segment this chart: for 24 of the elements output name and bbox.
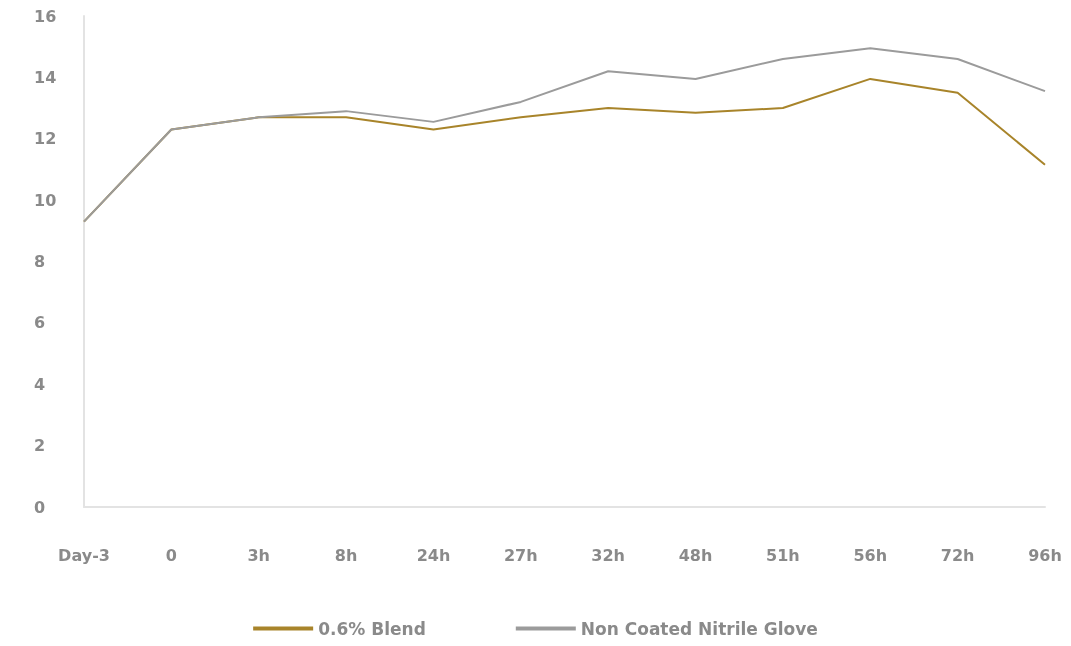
legend-label: 0.6% Blend <box>318 618 426 639</box>
x-tick-label: 51h <box>766 545 800 565</box>
y-tick-label: 2 <box>34 436 46 456</box>
x-tick-label: 3h <box>247 545 270 565</box>
y-tick-label: 12 <box>34 129 57 149</box>
x-tick-label: 8h <box>334 545 358 565</box>
y-tick-label: 8 <box>34 252 46 271</box>
x-tick-label: 96h <box>1028 545 1062 565</box>
x-tick-label: 72h <box>940 545 975 565</box>
y-tick-label: 14 <box>34 67 57 87</box>
x-tick-label: 56h <box>853 545 888 565</box>
y-tick-label: 0 <box>34 497 46 517</box>
x-tick-label: Day-3 <box>58 545 110 565</box>
x-tick-label: 0 <box>165 545 177 565</box>
y-tick-label: 16 <box>34 6 57 26</box>
x-tick-label: 27h <box>503 545 538 565</box>
y-tick-label: 6 <box>34 313 46 333</box>
x-tick-label: 48h <box>678 545 713 565</box>
legend-label: Non Coated Nitrile Glove <box>580 618 818 639</box>
line-series <box>83 47 1046 223</box>
x-tick-label: 32h <box>591 545 626 565</box>
y-tick-label: 10 <box>34 190 57 210</box>
y-tick-label: 4 <box>34 374 46 394</box>
x-tick-label: 24h <box>416 545 451 565</box>
